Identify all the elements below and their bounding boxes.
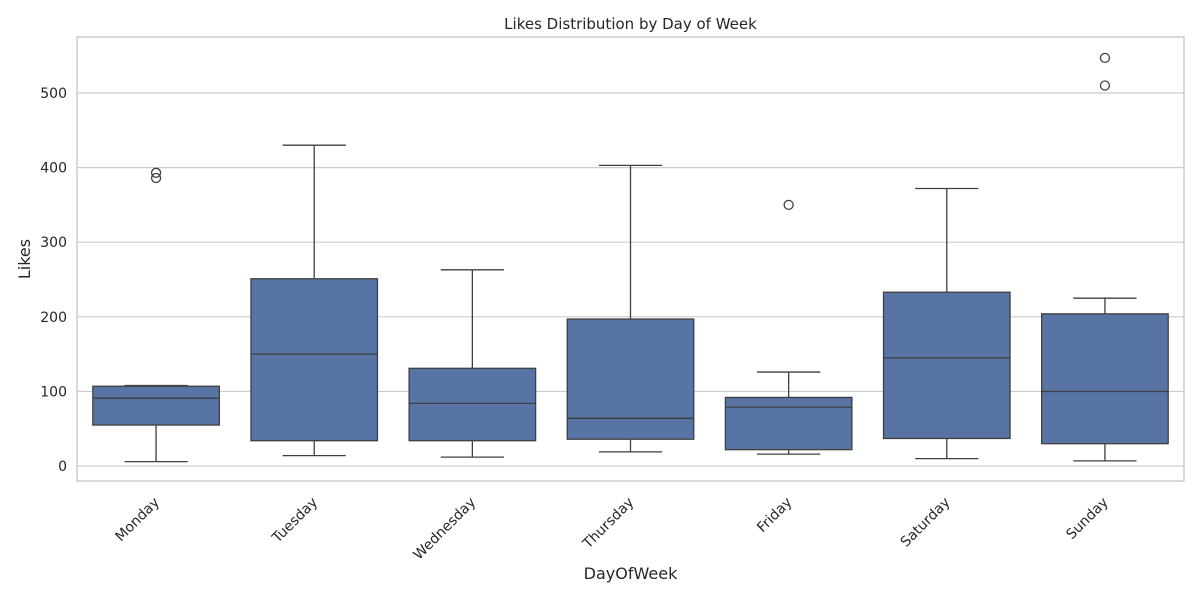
chart-title: Likes Distribution by Day of Week (504, 15, 757, 33)
box-group (724, 199, 853, 455)
iqr-box (408, 367, 537, 442)
y-tick-label: 500 (40, 86, 67, 102)
box-layer (92, 52, 1169, 463)
box-group (408, 269, 537, 458)
box-group (250, 144, 379, 457)
iqr-box (882, 291, 1011, 440)
x-tick-label: Wednesday (411, 495, 480, 564)
outlier-point (150, 172, 162, 184)
iqr-box (566, 318, 695, 440)
x-axis-label: DayOfWeek (584, 564, 678, 583)
iqr-box (250, 278, 379, 442)
box-group (566, 164, 695, 453)
box-group (1041, 52, 1169, 462)
outlier-point (1099, 80, 1111, 91)
y-axis-label: Likes (15, 239, 34, 279)
y-tick-label: 200 (40, 310, 67, 326)
box-group (92, 167, 220, 463)
iqr-box (92, 385, 220, 426)
iqr-box (724, 396, 853, 451)
x-tick-label: Thursday (579, 495, 637, 553)
x-tick-label: Monday (112, 495, 162, 545)
x-tick-label: Friday (754, 495, 795, 536)
x-tick-layer: Monday Tuesday Wednesday Thursday Friday Satu… (112, 495, 1111, 564)
x-tick-label: Sunday (1063, 495, 1111, 543)
y-tick-label: 400 (40, 161, 67, 177)
iqr-box (1041, 313, 1169, 445)
plot-frame (76, 36, 1185, 482)
x-tick-label: Tuesday (269, 495, 321, 547)
outlier-point (150, 167, 162, 178)
y-tick-label: 100 (40, 384, 67, 400)
outlier-point (783, 199, 794, 211)
y-tick-layer: 0 100 200 300 400 500 (40, 86, 67, 475)
outlier-point (1099, 52, 1111, 64)
y-tick-label: 300 (40, 235, 67, 251)
y-tick-label: 0 (58, 459, 67, 475)
x-tick-label: Saturday (898, 495, 954, 551)
box-group (882, 187, 1011, 460)
